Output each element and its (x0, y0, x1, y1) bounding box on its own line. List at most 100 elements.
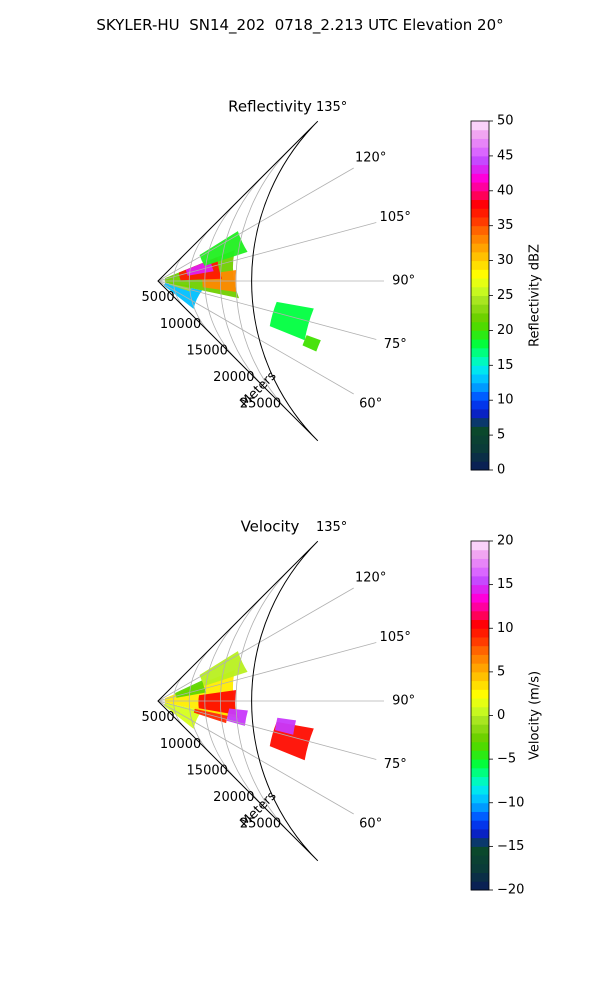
colorbar-swatch (471, 741, 489, 751)
colorbar-swatch (471, 584, 489, 594)
colorbar-swatch (471, 147, 489, 157)
radial-tick-label: 20000 (213, 370, 254, 385)
colorbar-tick-label: 0 (497, 463, 505, 478)
colorbar-swatch (471, 400, 489, 410)
colorbar-swatch (471, 190, 489, 201)
colorbar-swatch (471, 811, 489, 821)
angular-gridline (157, 222, 377, 282)
colorbar-tick-label: 10 (497, 621, 514, 636)
colorbar-swatch (471, 286, 489, 296)
colorbar-swatch (471, 234, 489, 244)
colorbar-swatch (471, 759, 489, 769)
colorbar-tick-label: 35 (497, 218, 514, 233)
angular-tick-label: 105° (380, 210, 411, 225)
data-region-9 (302, 335, 321, 352)
colorbar-swatch (471, 558, 489, 568)
colorbar-swatch (471, 365, 489, 375)
colorbar-swatch (471, 374, 489, 384)
data-region-8 (269, 301, 314, 341)
colorbar-swatch (471, 461, 489, 471)
colorbar-swatch (471, 715, 489, 725)
colorbar-swatch (471, 776, 489, 786)
angular-tick-label: 120° (355, 571, 386, 586)
colorbar-swatch (471, 837, 489, 847)
colorbar-tick-label: 45 (497, 148, 514, 163)
colorbar-swatch (471, 619, 489, 629)
colorbar-swatch (471, 794, 489, 804)
colorbar-swatch (471, 645, 489, 655)
colorbar-swatch (471, 567, 489, 577)
radar-panel-reflectivity: 5000 10000 15000 20000 25000 60° 75° 90° 105° 120… (142, 98, 543, 478)
colorbar-tick-label: −10 (497, 795, 524, 810)
radial-tick-label: 15000 (187, 343, 228, 358)
colorbar-swatch (471, 724, 489, 734)
colorbar-swatch (471, 636, 489, 647)
colorbar-swatch (471, 654, 489, 664)
colorbar-swatch (471, 129, 489, 139)
radial-tick-label: 25000 (240, 397, 281, 412)
colorbar-swatch (471, 872, 489, 882)
angular-gridline (157, 700, 377, 760)
colorbar-tick-label: −15 (497, 839, 524, 854)
colorbar-swatch (471, 846, 489, 856)
colorbar-swatch (471, 435, 489, 445)
colorbar-swatch (471, 356, 489, 366)
angular-tick-label: 120° (355, 151, 386, 166)
angular-tick-label: 90° (392, 694, 415, 709)
radial-tick-label: 5000 (142, 290, 175, 305)
data-region-5 (226, 708, 248, 726)
colorbar-tick-label: 0 (497, 708, 505, 723)
colorbar-swatch (471, 408, 489, 419)
colorbar-swatch (471, 330, 489, 340)
colorbar-swatch (471, 750, 489, 760)
plot-sector-frame (157, 120, 319, 442)
colorbar-tick-label: 10 (497, 393, 514, 408)
colorbar-swatch (471, 216, 489, 227)
colorbar-swatch (471, 173, 489, 183)
colorbar-tick-label: 50 (497, 114, 514, 129)
colorbar-swatch (471, 698, 489, 708)
radial-tick-label: 10000 (160, 317, 201, 332)
colorbar-swatch (471, 347, 489, 358)
radar-panel-velocity: 5000 10000 15000 20000 25000 60° 75° 90° 105° 120… (142, 518, 543, 898)
colorbar-swatch (471, 820, 489, 830)
angular-tick-label: 60° (359, 816, 382, 831)
colorbar-swatch (471, 610, 489, 621)
colorbar-tick-label: −5 (497, 752, 516, 767)
colorbar-swatch (471, 767, 489, 778)
colorbar-swatch (471, 417, 489, 427)
colorbar-swatch (471, 452, 489, 462)
figure-title: SKYLER-HU SN14_202 0718_2.213 UTC Elevat… (96, 16, 504, 34)
angular-gridline (157, 587, 354, 702)
colorbar-swatch (471, 260, 489, 270)
angular-tick-label: 135° (316, 520, 347, 535)
colorbar-swatch (471, 881, 489, 891)
colorbar-swatch (471, 663, 489, 673)
colorbar-swatch (471, 732, 489, 743)
colorbar-tick-label: 5 (497, 428, 505, 443)
angular-gridline (157, 700, 354, 815)
angular-gridline (157, 280, 377, 340)
radial-tick-label: 5000 (142, 710, 175, 725)
colorbar-swatch (471, 295, 489, 305)
colorbar-swatch (471, 243, 489, 253)
colorbar-swatch (471, 251, 489, 262)
colorbar-tick-label: 15 (497, 577, 514, 592)
colorbar-tick-label: 25 (497, 288, 514, 303)
data-region-6 (175, 680, 207, 698)
radial-tick-label: 10000 (160, 737, 201, 752)
panel-title: Velocity (241, 518, 300, 536)
colorbar-swatch (471, 339, 489, 349)
angular-tick-label: 75° (384, 337, 407, 352)
colorbar-swatch (471, 828, 489, 839)
colorbar-tick-label: −20 (497, 883, 524, 898)
colorbar-swatch (471, 208, 489, 218)
angular-gridline (157, 167, 354, 282)
colorbar-swatch (471, 689, 489, 699)
colorbar-swatch (471, 225, 489, 235)
colorbar-swatch (471, 382, 489, 392)
colorbar-swatch (471, 671, 489, 682)
angular-tick-label: 75° (384, 757, 407, 772)
colorbar-swatch (471, 304, 489, 314)
